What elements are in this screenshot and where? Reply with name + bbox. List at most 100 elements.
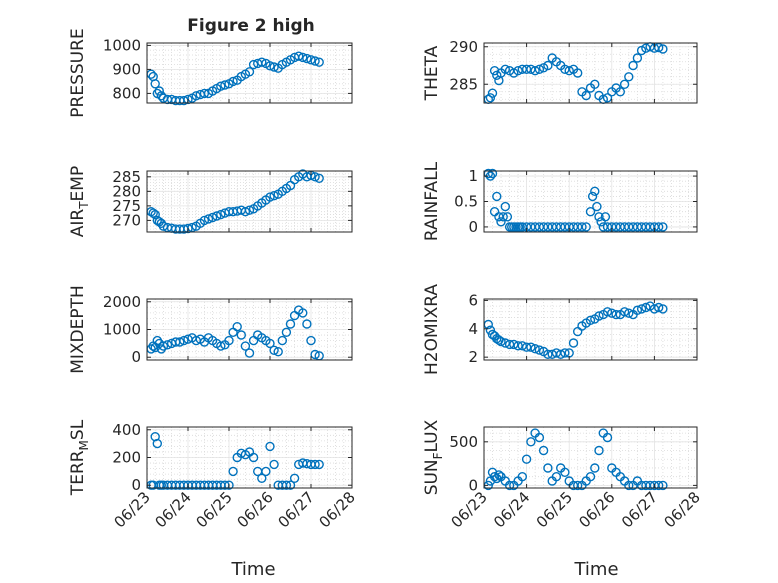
x-tick-label: 06/28 [316,488,359,531]
data-point [489,472,500,482]
data-point [236,330,247,340]
data-point [494,470,504,480]
data-point [265,192,275,202]
axes-box [146,170,353,233]
x-tick-label: 06/27 [275,488,318,531]
data-point [526,342,536,352]
subplot-6: 2 4 6 H2OMIXRA [422,284,698,375]
subplot-4: 0 0.5 1 RAINFALL [422,161,698,241]
y-tick-label: 1000 [103,321,141,339]
data-point [281,327,292,337]
data-point [314,57,324,67]
y-tick-label: 270 [112,211,141,229]
y-tick-label: 2000 [103,293,141,311]
y-axis-label: SUNFLUX [422,419,445,495]
data-point [564,65,574,76]
data-point [289,473,300,483]
data-point [577,222,587,232]
x-tick-label: 06/24 [490,488,533,531]
data-point [269,345,279,355]
axes-box [483,42,698,104]
data-point [556,349,566,359]
figure-title: Figure 2 high [187,16,315,36]
data-point [619,79,630,90]
data-point [594,311,604,321]
data-point [521,64,532,75]
subplot-5: 0 1000 2000 MIXDEPTH [68,285,353,374]
data-point [654,222,664,232]
data-point [244,67,255,77]
data-point [207,212,218,223]
data-point [502,212,513,222]
y-tick-label: 900 [112,60,141,78]
data-point [485,93,496,103]
data-point [240,206,251,217]
data-point [543,60,553,71]
data-point [228,76,238,87]
x-tick-label: 06/23 [448,488,491,531]
data-point [641,302,651,313]
data-point [216,81,226,91]
data-point [302,319,312,329]
data-point [530,65,540,76]
data-point [632,53,643,63]
data-point [551,472,562,482]
data-point [152,438,163,449]
data-point [500,338,510,348]
data-point [298,52,308,63]
data-point [306,55,316,65]
y-axis-label: PRESSURE [68,28,88,117]
data-point [517,472,527,482]
data-point [257,57,267,67]
data-point [285,480,296,490]
x-axis-label: Time [230,559,275,580]
data-point [310,56,320,66]
x-tick-label: 06/25 [193,488,236,531]
data-point [500,201,510,212]
plot-area [484,299,697,360]
data-point [560,348,570,358]
data-point [573,68,583,78]
data-point [615,87,625,97]
x-tick-label: 06/23 [111,488,154,531]
data-point [310,459,320,470]
y-axis-label: TERRMSL [68,419,91,496]
data-point [489,65,500,76]
data-point [658,304,668,314]
y-tick-label: 4 [468,320,478,338]
data-point [487,168,498,179]
data-point [496,217,506,227]
data-point [543,463,553,473]
data-point [658,480,668,491]
data-point [585,472,596,482]
data-point [628,60,638,71]
data-point [216,209,226,220]
data-point [244,348,255,358]
data-point [240,341,251,351]
data-point [498,212,508,222]
data-point [581,222,591,232]
y-tick-label: 0 [131,348,141,366]
data-point [658,222,668,232]
y-tick-label: 2 [468,348,478,366]
x-axis-label: Time [573,559,618,580]
data-point [600,212,611,222]
data-point [162,340,173,350]
y-tick-label: 1000 [103,36,141,54]
data-point [179,335,189,346]
y-axis-label: RAINFALL [422,161,442,241]
data-point [265,61,275,71]
data-point [585,206,596,217]
y-tick-label: 290 [449,38,478,56]
data-point [534,432,545,443]
data-point [158,341,169,351]
data-point [310,172,320,182]
data-point [587,191,598,202]
data-point [573,480,583,491]
data-point [154,86,165,96]
y-tick-label: 0 [468,476,478,494]
y-tick-label: 280 [112,182,141,200]
data-point [624,480,634,491]
